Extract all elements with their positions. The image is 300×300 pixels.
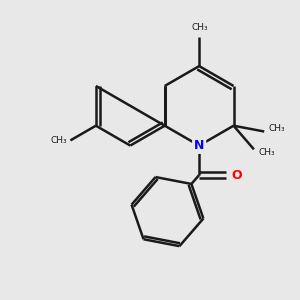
Text: CH₃: CH₃ (191, 23, 208, 32)
Text: O: O (231, 169, 242, 182)
Text: CH₃: CH₃ (268, 124, 285, 133)
Text: CH₃: CH₃ (258, 148, 275, 157)
Text: CH₃: CH₃ (50, 136, 67, 145)
Text: N: N (194, 139, 204, 152)
